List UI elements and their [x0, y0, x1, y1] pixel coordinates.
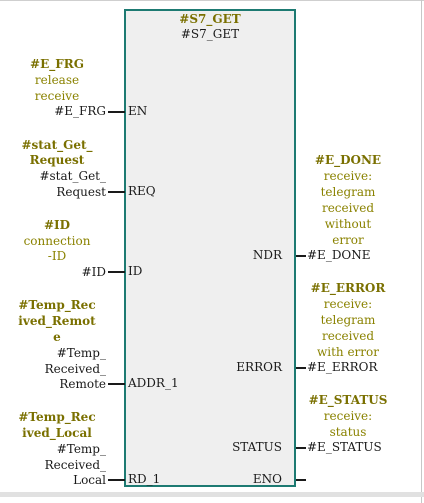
input-rd1-actual-line-2[interactable]: Received_	[44, 458, 106, 472]
pin-status: STATUS	[232, 440, 282, 454]
input-req-wire	[108, 191, 125, 193]
s7-get-function-block[interactable]	[124, 9, 296, 487]
input-addr1-actual-line-2[interactable]: Received_	[44, 362, 106, 376]
frame-top-border	[0, 0, 424, 1]
output-ndr-wire	[296, 255, 306, 257]
input-en-comment-line-2: receive	[34, 89, 80, 103]
output-ndr-comment-line-1: receive:	[323, 169, 373, 183]
pin-req: REQ	[128, 184, 156, 198]
output-status-comment-line-2: status	[329, 425, 367, 439]
input-addr1-wire	[108, 383, 125, 385]
block-type-name: #S7_GET	[180, 27, 240, 41]
input-req-actual-line-2[interactable]: Request	[56, 185, 106, 199]
frame-right-border	[421, 0, 422, 503]
input-en-symbol: #E_FRG	[30, 57, 84, 71]
output-error-comment-line-3: received	[321, 329, 375, 343]
pin-addr1: ADDR_1	[128, 376, 179, 390]
output-status-actual-parameter[interactable]: #E_STATUS	[307, 440, 382, 454]
input-req-actual-line-1[interactable]: #stat_Get_	[39, 169, 106, 183]
output-status-wire	[296, 447, 306, 449]
input-rd1-wire	[108, 479, 125, 481]
output-status-comment-line-1: receive:	[323, 409, 373, 423]
input-addr1-symbol-line-3: e	[53, 330, 61, 344]
output-ndr-symbol: #E_DONE	[314, 153, 382, 167]
pin-en: EN	[128, 104, 148, 118]
output-error-actual-parameter[interactable]: #E_ERROR	[307, 360, 378, 374]
pin-rd1: RD_1	[128, 472, 161, 486]
input-addr1-symbol-line-1: #Temp_Rec	[18, 298, 96, 312]
input-id-actual-parameter[interactable]: #ID	[81, 265, 106, 279]
input-en-actual-parameter[interactable]: #E_FRG	[54, 104, 106, 118]
input-id-comment-line-2: -ID	[47, 249, 67, 263]
output-status-symbol: #E_STATUS	[308, 393, 388, 407]
output-ndr-comment-line-2: telegram	[320, 185, 376, 199]
input-addr1-symbol-line-2: ived_Remot	[18, 314, 96, 328]
pin-id: ID	[128, 264, 143, 278]
output-ndr-actual-parameter[interactable]: #E_DONE	[307, 248, 371, 262]
pin-error: ERROR	[236, 360, 282, 374]
input-req-symbol-line-2: Request	[29, 153, 85, 167]
input-rd1-actual-line-1[interactable]: #Temp_	[56, 442, 106, 456]
input-rd1-symbol-line-2: ived_Local	[22, 426, 92, 440]
output-error-comment-line-2: telegram	[320, 313, 376, 327]
block-instance-name: #S7_GET	[179, 12, 241, 26]
input-rd1-actual-line-3[interactable]: Local	[73, 473, 106, 487]
pin-eno: ENO	[252, 472, 282, 486]
input-id-symbol: #ID	[43, 218, 71, 232]
output-ndr-comment-line-4: without	[324, 217, 372, 231]
pin-ndr: NDR	[252, 248, 282, 262]
output-error-wire	[296, 367, 306, 369]
input-addr1-actual-line-3[interactable]: Remote	[59, 377, 106, 391]
output-eno-wire	[296, 479, 306, 481]
output-error-comment-line-1: receive:	[323, 297, 373, 311]
input-en-comment-line-1: release	[34, 73, 80, 87]
input-en-wire	[108, 111, 125, 113]
input-rd1-symbol-line-1: #Temp_Rec	[18, 410, 96, 424]
input-id-comment-line-1: connection	[23, 234, 91, 248]
output-ndr-comment-line-3: received	[321, 201, 375, 215]
input-req-symbol-line-1: #stat_Get_	[21, 138, 93, 152]
output-ndr-comment-line-5: error	[332, 233, 364, 247]
frame-bottom-scrollbar[interactable]	[0, 492, 424, 497]
input-id-wire	[108, 271, 125, 273]
input-addr1-actual-line-1[interactable]: #Temp_	[56, 346, 106, 360]
output-error-symbol: #E_ERROR	[310, 281, 386, 295]
output-error-comment-line-4: with error	[316, 345, 379, 359]
